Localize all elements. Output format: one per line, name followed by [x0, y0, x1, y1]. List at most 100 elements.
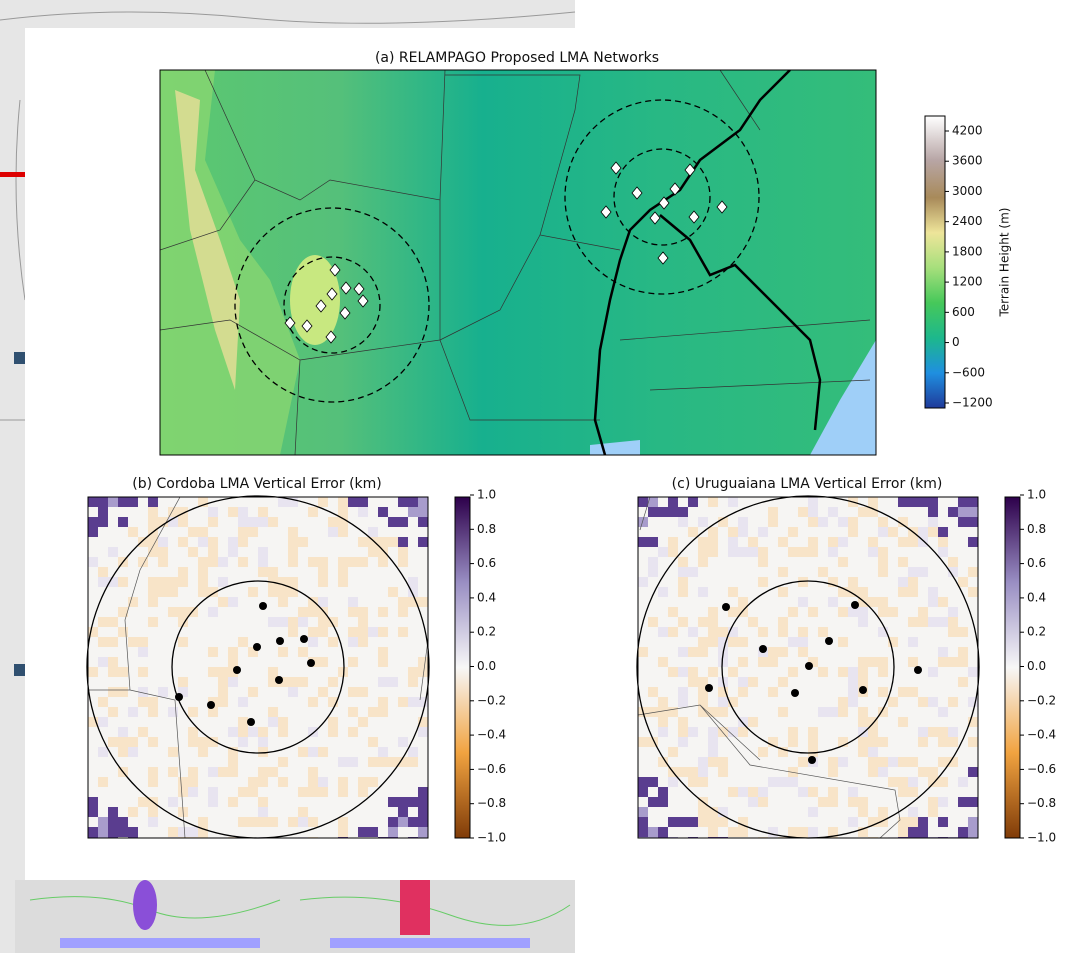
error-cell	[228, 697, 238, 707]
error-cell	[268, 517, 278, 527]
error-cell	[158, 647, 168, 657]
error-cell	[648, 607, 658, 617]
error-cell	[658, 717, 668, 727]
error-cell	[788, 507, 798, 517]
error-cell	[738, 767, 748, 777]
error-cell	[698, 777, 708, 787]
error-cell	[868, 697, 878, 707]
error-cell	[198, 527, 208, 537]
error-cell	[818, 557, 828, 567]
colorbar-tick-label: 0.4	[477, 590, 496, 604]
error-cell	[128, 717, 138, 727]
error-cell	[238, 497, 248, 507]
error-cell	[418, 767, 428, 777]
error-cell	[868, 627, 878, 637]
error-cell	[118, 717, 128, 727]
error-cell	[898, 777, 908, 787]
error-cell	[168, 767, 178, 777]
error-cell	[188, 627, 198, 637]
error-cell	[418, 797, 428, 807]
error-cell	[908, 807, 918, 817]
error-cell	[178, 587, 188, 597]
error-cell	[218, 807, 228, 817]
error-cell	[348, 827, 358, 837]
error-cell	[708, 527, 718, 537]
error-cell	[758, 577, 768, 587]
error-cell	[178, 597, 188, 607]
error-cell	[678, 787, 688, 797]
error-cell	[728, 657, 738, 667]
error-cell	[288, 757, 298, 767]
error-cell	[128, 557, 138, 567]
error-cell	[348, 667, 358, 677]
error-cell	[318, 577, 328, 587]
error-cell	[688, 637, 698, 647]
error-cell	[808, 677, 818, 687]
error-cell	[678, 797, 688, 807]
error-cell	[238, 527, 248, 537]
error-cell	[308, 707, 318, 717]
error-cell	[218, 697, 228, 707]
error-cell	[888, 537, 898, 547]
error-cell	[238, 607, 248, 617]
error-cell	[188, 527, 198, 537]
error-cell	[298, 537, 308, 547]
station-dot	[307, 659, 315, 667]
error-cell	[758, 807, 768, 817]
error-cell	[948, 667, 958, 677]
error-cell	[128, 517, 138, 527]
error-cell	[878, 597, 888, 607]
error-cell	[148, 627, 158, 637]
error-cell	[658, 807, 668, 817]
error-cell	[968, 557, 978, 567]
error-cell	[938, 697, 948, 707]
error-cell	[88, 727, 98, 737]
error-cell	[358, 647, 368, 657]
error-cell	[858, 697, 868, 707]
error-cell	[288, 617, 298, 627]
error-cell	[658, 677, 668, 687]
error-cell	[968, 677, 978, 687]
error-cell	[378, 527, 388, 537]
error-cell	[708, 597, 718, 607]
error-cell	[158, 587, 168, 597]
error-cell	[958, 677, 968, 687]
error-cell	[388, 667, 398, 677]
error-cell	[208, 747, 218, 757]
error-cell	[788, 697, 798, 707]
error-cell	[338, 817, 348, 827]
error-cell	[178, 567, 188, 577]
error-cell	[108, 607, 118, 617]
error-cell	[688, 667, 698, 677]
error-cell	[298, 807, 308, 817]
station-dot	[914, 666, 922, 674]
error-cell	[378, 557, 388, 567]
error-cell	[398, 557, 408, 567]
error-cell	[828, 807, 838, 817]
error-cell	[678, 817, 688, 827]
error-cell	[108, 777, 118, 787]
error-cell	[658, 557, 668, 567]
error-cell	[408, 577, 418, 587]
error-cell	[938, 527, 948, 537]
error-cell	[218, 617, 228, 627]
error-cell	[868, 577, 878, 587]
error-cell	[268, 607, 278, 617]
error-cell	[728, 767, 738, 777]
error-cell	[178, 657, 188, 667]
error-cell	[748, 667, 758, 677]
error-cell	[858, 527, 868, 537]
error-cell	[348, 587, 358, 597]
error-cell	[688, 677, 698, 687]
error-cell	[318, 547, 328, 557]
error-cell	[668, 577, 678, 587]
error-cell	[268, 777, 278, 787]
error-cell	[258, 827, 268, 837]
error-cell	[248, 787, 258, 797]
colorbar-tick-label: 0.2	[1027, 625, 1046, 639]
error-cell	[288, 657, 298, 667]
error-cell	[738, 697, 748, 707]
background-blob	[133, 880, 157, 930]
error-cell	[868, 707, 878, 717]
error-cell	[358, 537, 368, 547]
